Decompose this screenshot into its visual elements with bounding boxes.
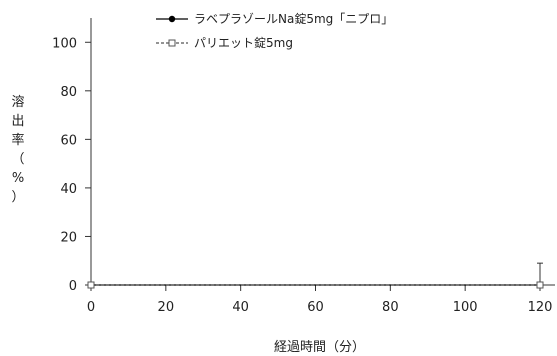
y-tick-label: 40 bbox=[60, 182, 77, 197]
y-tick-label: 80 bbox=[60, 85, 77, 100]
x-tick-label: 80 bbox=[382, 300, 399, 315]
axes bbox=[90, 18, 555, 286]
legend-label-pariet: パリエット錠5mg bbox=[194, 35, 293, 50]
y-axis-title-char: ） bbox=[11, 190, 24, 205]
data-point bbox=[536, 281, 544, 289]
y-axis-title-char: 出 bbox=[11, 114, 24, 129]
y-axis-title-char: % bbox=[12, 171, 24, 186]
legend-item-nipro: ラベプラゾールNa錠5mg「ニプロ」 bbox=[156, 11, 393, 26]
y-ticks: 0 20 40 60 80 100 bbox=[52, 36, 91, 294]
y-axis-title-char: （ bbox=[11, 152, 24, 167]
y-tick-label: 100 bbox=[52, 36, 77, 51]
legend-marker-nipro bbox=[168, 15, 176, 23]
x-axis-title: 経過時間（分） bbox=[274, 340, 365, 355]
legend-marker-pariet bbox=[168, 39, 176, 47]
legend-item-pariet: パリエット錠5mg bbox=[156, 35, 293, 50]
legend-label-nipro: ラベプラゾールNa錠5mg「ニプロ」 bbox=[194, 11, 393, 26]
x-tick-label: 100 bbox=[453, 300, 478, 315]
y-tick-label: 0 bbox=[69, 279, 77, 294]
x-tick-label: 120 bbox=[528, 300, 553, 315]
data-point bbox=[87, 281, 95, 289]
x-tick-label: 20 bbox=[158, 300, 175, 315]
x-ticks: 0 20 40 60 80 100 120 bbox=[87, 285, 553, 315]
x-tick-label: 0 bbox=[87, 300, 95, 315]
y-tick-label: 60 bbox=[60, 133, 77, 148]
legend: ラベプラゾールNa錠5mg「ニプロ」 パリエット錠5mg bbox=[156, 11, 393, 50]
y-tick-label: 20 bbox=[60, 230, 77, 245]
y-axis-title: 溶出率 （% ） bbox=[11, 95, 24, 205]
x-tick-label: 40 bbox=[232, 300, 249, 315]
series-layer bbox=[87, 262, 544, 289]
y-axis-title-char: 率 bbox=[11, 132, 24, 148]
y-axis-title-char: 溶 bbox=[11, 95, 24, 110]
series-1 bbox=[87, 262, 544, 289]
x-tick-label: 60 bbox=[307, 300, 324, 315]
